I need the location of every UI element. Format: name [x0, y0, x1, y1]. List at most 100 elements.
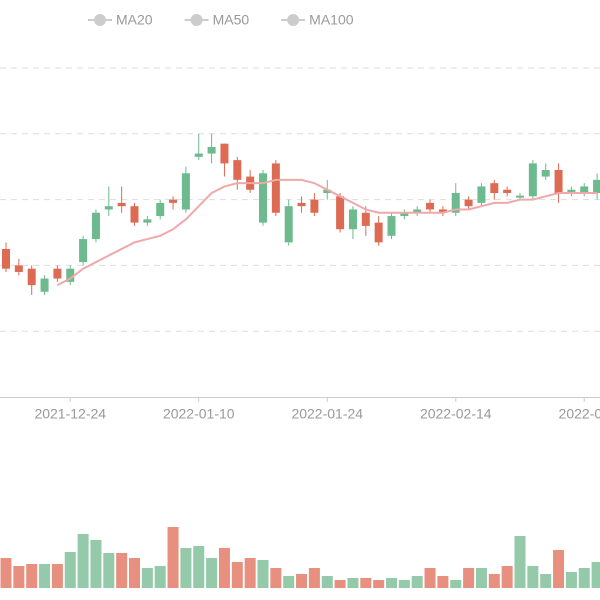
volume-bar: [296, 574, 308, 588]
candle-body: [220, 143, 229, 164]
candle-body: [323, 189, 332, 194]
candle-body: [451, 193, 460, 213]
candle-body: [490, 183, 499, 194]
candle-body: [156, 202, 165, 217]
volume-bar: [437, 576, 449, 588]
volume-bar: [116, 553, 128, 588]
candle-body: [2, 248, 10, 269]
volume-bar: [553, 550, 565, 588]
volume-bar: [206, 558, 218, 588]
volume-bar: [386, 578, 397, 588]
volume-bar: [463, 568, 475, 588]
x-tick-label: 2022-02-14: [420, 406, 492, 422]
candle-body: [79, 239, 88, 263]
candle-body: [14, 265, 23, 272]
volume-bar: [180, 548, 192, 588]
volume-bar: [450, 580, 462, 588]
volume-bar: [193, 546, 205, 588]
candle-body: [580, 186, 589, 194]
candle-body: [310, 199, 319, 213]
candle-body: [541, 169, 550, 177]
volume-bar: [167, 527, 179, 588]
volume-bar: [540, 574, 552, 588]
candle-body: [554, 169, 563, 194]
volume-bar: [373, 580, 385, 588]
volume-bar: [103, 553, 115, 588]
volume-bar: [424, 568, 436, 588]
volume-bar: [334, 580, 346, 588]
volume-bar: [51, 564, 63, 588]
candle-body: [91, 212, 100, 240]
candle-body: [387, 216, 396, 236]
legend-label[interactable]: MA20: [116, 12, 153, 28]
legend-icon: [190, 14, 203, 26]
volume-bar: [475, 568, 487, 588]
candle-body: [169, 199, 178, 203]
candle-body: [233, 160, 242, 180]
candle-body: [284, 206, 293, 243]
x-tick-label: 2022-02: [559, 406, 600, 422]
volume-bar: [257, 560, 269, 588]
volume-bar: [283, 576, 295, 588]
volume-bar: [565, 572, 577, 588]
candle-body: [374, 222, 383, 243]
volume-bar: [308, 568, 320, 588]
candle-body: [348, 209, 357, 230]
volume-bar: [90, 540, 102, 588]
x-tick-label: 2022-01-10: [163, 406, 235, 422]
volume-bar: [0, 558, 12, 588]
volume-bar: [578, 568, 590, 588]
candle-body: [464, 199, 473, 207]
candle-body: [207, 146, 216, 154]
volume-bar: [141, 568, 153, 588]
candle-body: [413, 209, 422, 213]
volume-bar: [488, 574, 500, 588]
candle-body: [117, 202, 126, 207]
candle-body: [53, 268, 62, 279]
candle-body: [567, 189, 576, 194]
x-tick-label: 2022-01-24: [291, 406, 363, 422]
candle-body: [438, 209, 447, 213]
volume-bar: [154, 566, 166, 588]
legend-label[interactable]: MA50: [213, 12, 250, 28]
legend-label[interactable]: MA100: [309, 12, 354, 28]
volume-bar: [501, 566, 513, 588]
candle-body: [143, 219, 152, 223]
candle-body: [400, 212, 409, 217]
volume-bar: [514, 536, 526, 588]
volume-bar: [360, 578, 372, 588]
volume-bar: [527, 566, 539, 588]
volume-bar: [591, 562, 600, 588]
ma-line: [56, 178, 598, 287]
volume-bar: [64, 552, 76, 588]
candle-body: [503, 189, 512, 194]
volume-bar: [321, 576, 333, 588]
legend-icon: [94, 14, 106, 26]
volume-bar: [244, 558, 256, 588]
x-tick-label: 2021-12-24: [34, 406, 106, 422]
volume-bar: [129, 558, 140, 588]
candle-body: [104, 206, 113, 210]
candle-body: [66, 268, 75, 282]
candle-body: [181, 173, 190, 210]
volume-bar: [347, 578, 359, 588]
legend-icon: [287, 14, 300, 26]
volume-bar: [231, 562, 243, 588]
volume-bar: [218, 548, 230, 588]
candle-body: [259, 173, 267, 223]
candle-body: [593, 179, 600, 194]
candle-body: [336, 196, 345, 230]
candle-body: [297, 202, 306, 207]
volume-bar: [77, 534, 89, 588]
candle-body: [271, 163, 280, 213]
candle-body: [194, 153, 203, 157]
volume-bar: [26, 564, 38, 588]
candle-body: [130, 206, 139, 223]
candle-body: [516, 195, 524, 198]
volume-bar: [270, 568, 282, 588]
candle-body: [477, 186, 486, 203]
candle-body: [361, 212, 370, 226]
volume-bar: [398, 580, 410, 588]
candle-body: [27, 268, 36, 286]
